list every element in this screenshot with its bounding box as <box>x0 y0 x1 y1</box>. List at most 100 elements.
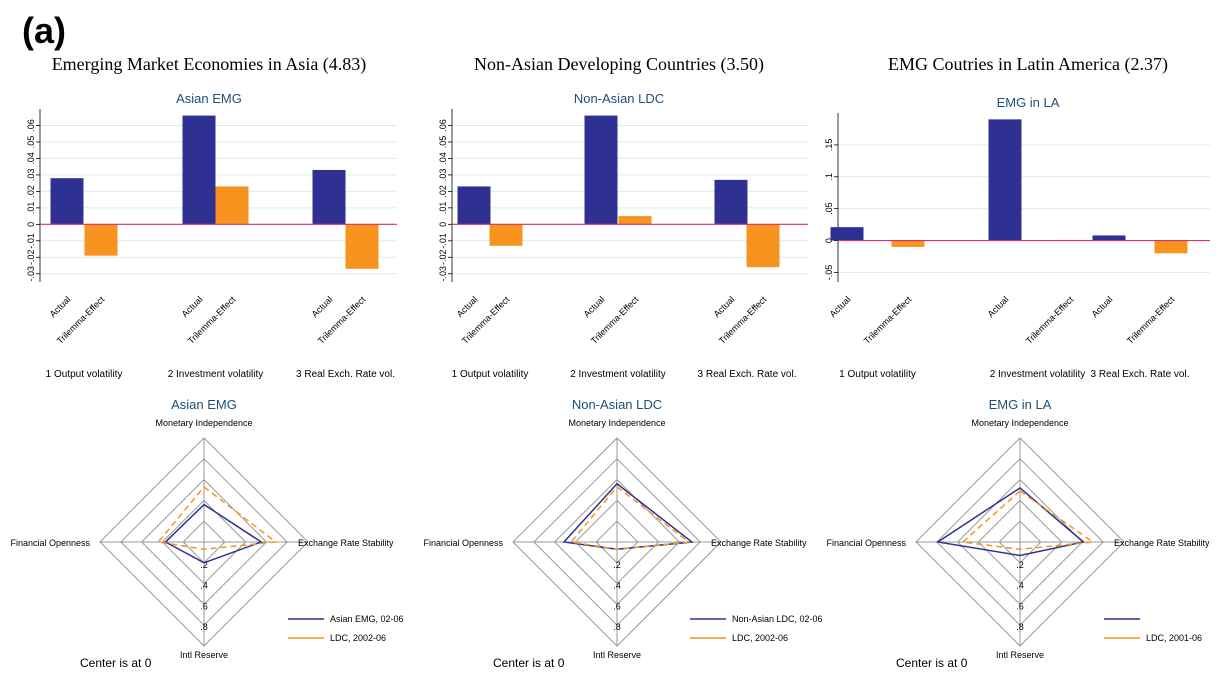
chart-caption: EMG Coutries in Latin America (2.37) <box>888 54 1168 75</box>
bar <box>182 115 216 225</box>
y-tick-label: .05 <box>824 202 834 215</box>
ring-label: .2 <box>613 560 621 570</box>
bar <box>84 224 118 256</box>
radar-series <box>935 486 1086 557</box>
ring-label: .6 <box>1016 601 1024 611</box>
axis-label: Monetary Independence <box>568 418 665 428</box>
group-label: 3 Real Exch. Rate vol. <box>1091 369 1190 380</box>
chart-title: EMG in LA <box>989 397 1052 412</box>
y-tick-label: -.01 <box>438 233 448 249</box>
y-tick-label: .05 <box>438 136 448 149</box>
center-note: Center is at 0 <box>80 656 152 670</box>
category-label: Trilemma-Effect <box>1125 294 1177 346</box>
group-label: 2 Investment volatility <box>168 369 264 380</box>
legend-label: LDC, 2002-06 <box>330 633 386 643</box>
y-tick-label: 0 <box>438 222 448 227</box>
category-label: Actual <box>310 294 335 319</box>
ring-label: .8 <box>1016 622 1024 632</box>
y-tick-label: -.02 <box>438 250 448 266</box>
bar <box>312 169 346 225</box>
center-note: Center is at 0 <box>493 656 565 670</box>
y-tick-label: .04 <box>438 152 448 165</box>
group-label: 3 Real Exch. Rate vol. <box>296 369 395 380</box>
ring-label: .8 <box>200 622 208 632</box>
bar <box>746 224 780 268</box>
center-note: Center is at 0 <box>896 656 968 670</box>
y-tick-label: .15 <box>824 139 834 152</box>
category-label: Actual <box>1090 294 1115 319</box>
bar <box>457 186 491 225</box>
ring-label: .6 <box>200 601 208 611</box>
y-tick-label: .05 <box>26 136 36 149</box>
y-tick-label: .01 <box>438 202 448 215</box>
y-tick-label: .03 <box>26 169 36 182</box>
group-label: 2 Investment volatility <box>570 369 666 380</box>
axis-label: Financial Openness <box>826 538 906 548</box>
bar <box>489 224 523 246</box>
axis-label: Monetary Independence <box>971 418 1068 428</box>
y-tick-label: -.03 <box>438 266 448 282</box>
category-label: Actual <box>712 294 737 319</box>
chart-caption: Non-Asian Developing Countries (3.50) <box>474 54 764 75</box>
axis-label: Monetary Independence <box>155 418 252 428</box>
y-tick-label: -.03 <box>26 266 36 282</box>
chart-caption: Emerging Market Economies in Asia (4.83) <box>52 54 367 75</box>
category-label: Actual <box>828 294 853 319</box>
radar-series <box>156 485 278 551</box>
group-label: 3 Real Exch. Rate vol. <box>698 369 797 380</box>
category-label: Trilemma-Effect <box>1024 294 1076 346</box>
bar <box>50 178 84 225</box>
ring-label: .4 <box>200 581 208 591</box>
axis-label: Intl Reserve <box>180 650 228 660</box>
radar-series <box>569 485 691 551</box>
bar <box>830 227 864 241</box>
panel-label: (a) <box>22 10 66 51</box>
ring-label: .2 <box>200 560 208 570</box>
y-tick-label: .1 <box>824 173 834 181</box>
y-tick-label: 0 <box>824 238 834 243</box>
group-label: 1 Output volatility <box>839 369 916 380</box>
y-tick-label: 0 <box>26 222 36 227</box>
legend-label: LDC, 2001-06 <box>1146 633 1202 643</box>
bar <box>215 186 249 225</box>
category-label: Actual <box>986 294 1011 319</box>
ring-label: .2 <box>1016 560 1024 570</box>
axis-label: Intl Reserve <box>593 650 641 660</box>
y-tick-label: .02 <box>438 185 448 198</box>
bar <box>988 119 1022 241</box>
y-tick-label: -.05 <box>824 265 834 281</box>
axis-label: Exchange Rate Stability <box>711 538 807 548</box>
legend-label: LDC, 2002-06 <box>732 633 788 643</box>
group-label: 2 Investment volatility <box>990 369 1086 380</box>
chart-title: Asian EMG <box>171 397 237 412</box>
bar <box>1092 235 1126 241</box>
category-label: Trilemma-Effect <box>862 294 914 346</box>
category-label: Actual <box>582 294 607 319</box>
y-tick-label: .04 <box>26 152 36 165</box>
legend-label: Asian EMG, 02-06 <box>330 614 404 624</box>
category-label: Actual <box>455 294 480 319</box>
y-tick-label: .01 <box>26 202 36 215</box>
ring-label: .6 <box>613 601 621 611</box>
chart-title: Non-Asian LDC <box>572 397 662 412</box>
axis-label: Exchange Rate Stability <box>1114 538 1210 548</box>
ring-label: .8 <box>613 622 621 632</box>
radar-series <box>164 503 263 564</box>
group-label: 1 Output volatility <box>46 369 123 380</box>
category-label: Actual <box>180 294 205 319</box>
y-tick-label: -.02 <box>26 250 36 266</box>
bar <box>584 115 618 225</box>
ring-label: .4 <box>613 581 621 591</box>
axis-label: Financial Openness <box>423 538 503 548</box>
axis-label: Intl Reserve <box>996 650 1044 660</box>
radar-series <box>961 490 1095 551</box>
bar <box>618 216 652 225</box>
bar <box>714 179 748 225</box>
y-tick-label: .02 <box>26 185 36 198</box>
y-tick-label: .03 <box>438 169 448 182</box>
y-tick-label: .06 <box>438 119 448 132</box>
chart-title: Asian EMG <box>176 91 242 106</box>
bar <box>1154 240 1188 254</box>
bar <box>891 240 925 247</box>
